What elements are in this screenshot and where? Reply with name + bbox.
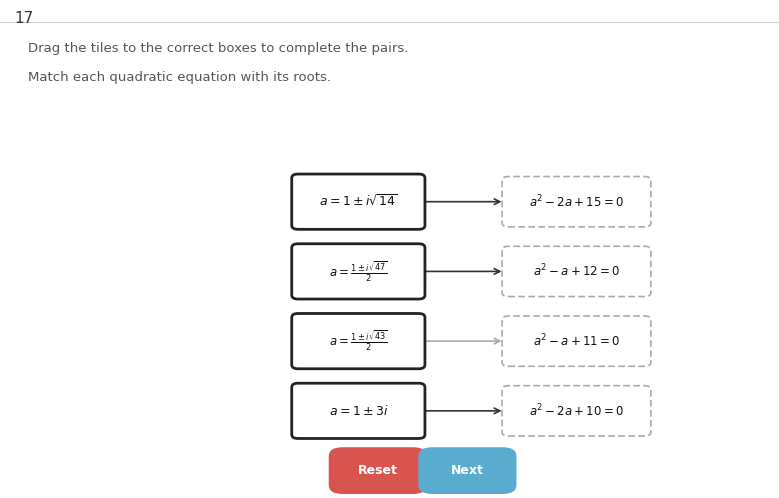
FancyBboxPatch shape [502, 246, 650, 296]
Text: Next: Next [451, 464, 484, 477]
Text: $a = \frac{1 \pm i\sqrt{43}}{2}$: $a = \frac{1 \pm i\sqrt{43}}{2}$ [329, 329, 388, 353]
FancyBboxPatch shape [418, 447, 516, 494]
FancyBboxPatch shape [291, 314, 425, 369]
Text: $a^2-2a+15=0$: $a^2-2a+15=0$ [529, 193, 624, 210]
Text: $a = 1\pm 3i$: $a = 1\pm 3i$ [329, 404, 388, 418]
Text: Drag the tiles to the correct boxes to complete the pairs.: Drag the tiles to the correct boxes to c… [28, 42, 408, 55]
Text: $a^2-a+12=0$: $a^2-a+12=0$ [533, 263, 620, 280]
Text: $a^2-a+11=0$: $a^2-a+11=0$ [533, 333, 620, 350]
Text: $a = \frac{1 \pm i\sqrt{47}}{2}$: $a = \frac{1 \pm i\sqrt{47}}{2}$ [329, 259, 388, 283]
Text: $a = 1\pm i\sqrt{14}$: $a = 1\pm i\sqrt{14}$ [319, 194, 398, 209]
FancyBboxPatch shape [291, 174, 425, 229]
FancyBboxPatch shape [291, 383, 425, 439]
FancyBboxPatch shape [502, 177, 650, 227]
Text: 17: 17 [14, 11, 33, 26]
FancyBboxPatch shape [329, 447, 427, 494]
FancyBboxPatch shape [502, 316, 650, 367]
FancyBboxPatch shape [502, 385, 650, 436]
FancyBboxPatch shape [291, 244, 425, 299]
Text: Reset: Reset [358, 464, 398, 477]
Text: $a^2-2a+10=0$: $a^2-2a+10=0$ [529, 402, 624, 419]
Text: Match each quadratic equation with its roots.: Match each quadratic equation with its r… [28, 71, 331, 84]
